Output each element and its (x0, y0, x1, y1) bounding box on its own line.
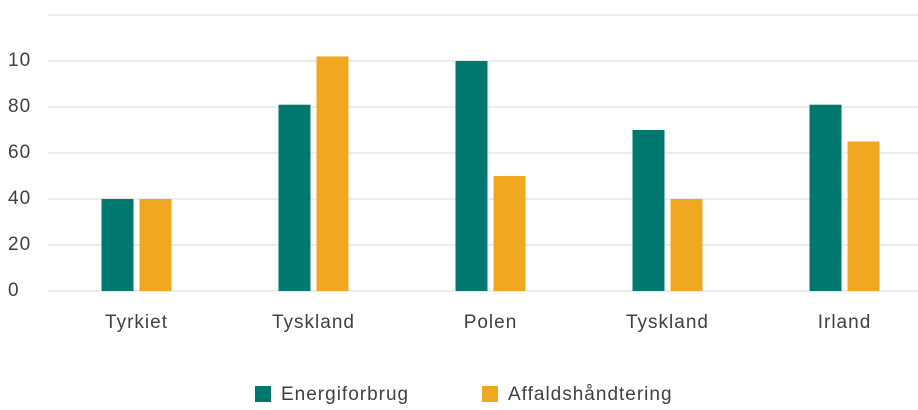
bar (139, 199, 172, 291)
y-tick-label: 0 (8, 280, 20, 301)
x-tick-label: Tyrkiet (105, 312, 168, 333)
x-tick-label: Tyskland (272, 312, 355, 333)
y-tick-label: 40 (8, 188, 31, 209)
y-tick-label: 60 (8, 142, 31, 163)
legend-swatch (255, 386, 271, 402)
bar (493, 176, 526, 291)
bar (847, 141, 880, 291)
bar (455, 61, 488, 291)
y-tick-label: 80 (8, 96, 31, 117)
x-tick-label: Tyskland (626, 312, 709, 333)
bar (101, 199, 134, 291)
y-tick-label: 10 (8, 50, 31, 71)
x-tick-label: Irland (818, 312, 872, 333)
bar (809, 104, 842, 291)
y-tick-label: 20 (8, 234, 31, 255)
x-tick-label: Polen (464, 312, 518, 333)
bar (670, 199, 703, 291)
legend-swatch (482, 386, 498, 402)
bar (316, 56, 349, 292)
bar (632, 130, 665, 291)
bar (278, 104, 311, 291)
legend-label: Affaldshåndtering (508, 384, 673, 405)
legend-label: Energiforbrug (281, 384, 409, 405)
